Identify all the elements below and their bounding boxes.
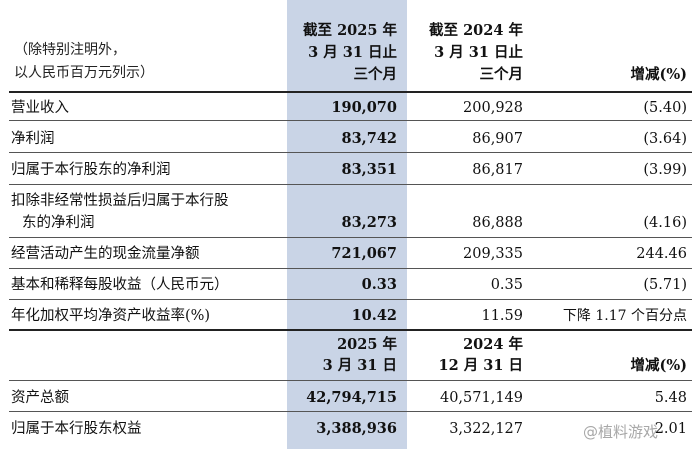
value-change: (3.99) (643, 162, 687, 178)
value-2024: 86,907 (472, 131, 523, 147)
watermark: @植料游戏 (583, 423, 659, 441)
value-change: 5.48 (654, 390, 687, 406)
row-divider (9, 299, 692, 300)
row-divider (9, 184, 692, 185)
header-rule (9, 91, 692, 93)
value-2024: 0.35 (490, 277, 523, 293)
row-label: 净利润 (11, 131, 55, 147)
value-2025: 721,067 (331, 245, 397, 262)
value-2025: 10.42 (351, 307, 397, 324)
value-2024: 200,928 (463, 100, 523, 116)
col-change-header-2: 增减(%) (630, 357, 688, 374)
col-2024-q1-header-line1: 截至 2024 年 (429, 22, 523, 39)
col-2024-q1-header-line2: 3 月 31 日止 (434, 44, 523, 61)
row-label: 营业收入 (11, 100, 69, 116)
value-2025: 83,351 (341, 161, 398, 178)
row-divider (9, 120, 692, 121)
value-2025: 0.33 (361, 276, 397, 293)
value-change: (5.40) (643, 100, 687, 116)
unit-note-line1: （除特别注明外， (14, 42, 126, 58)
row-label-continued: 东的净利润 (22, 215, 95, 231)
value-change: 下降 1.17 个百分点 (562, 308, 687, 324)
value-2024: 86,888 (472, 215, 523, 231)
row-label: 年化加权平均净资产收益率(%) (11, 308, 211, 324)
value-2024: 3,322,127 (449, 421, 523, 437)
value-change: (4.16) (643, 215, 687, 231)
value-2025: 83,742 (341, 130, 398, 147)
col-2025-mar31-header-line1: 2025 年 (337, 336, 397, 353)
row-label: 资产总额 (11, 390, 69, 406)
row-label: 归属于本行股东的净利润 (11, 162, 171, 178)
value-2025: 42,794,715 (306, 389, 397, 406)
col-2025-q1-header-line2: 3 月 31 日止 (308, 44, 397, 61)
header2-rule (9, 380, 692, 381)
value-2024: 11.59 (481, 308, 523, 324)
row-label: 经营活动产生的现金流量净额 (11, 246, 200, 262)
row-label: 基本和稀释每股收益（人民币元） (11, 277, 229, 293)
unit-note-line2: 以人民币百万元列示） (14, 65, 154, 81)
value-change: 2.01 (654, 421, 687, 437)
value-change: 244.46 (636, 246, 687, 262)
col-change-header: 增减(%) (630, 66, 688, 83)
section-rule (9, 329, 692, 331)
value-2024: 86,817 (472, 162, 523, 178)
col-2024-dec31-header-line1: 2024 年 (463, 336, 523, 353)
value-change: (3.64) (643, 131, 687, 147)
col-2025-q1-header-line3: 三个月 (353, 66, 398, 83)
row-label: 归属于本行股东权益 (11, 421, 142, 437)
value-2024: 209,335 (463, 246, 523, 262)
row-label: 扣除非经常性损益后归属于本行股 (11, 193, 229, 209)
col-2025-q1-header-line1: 截至 2025 年 (303, 22, 397, 39)
col-2024-q1-header-line3: 三个月 (479, 66, 524, 83)
row-divider (9, 237, 692, 238)
value-2025: 83,273 (341, 214, 398, 231)
value-2025: 3,388,936 (316, 420, 397, 437)
row-divider (9, 411, 692, 412)
value-2025: 190,070 (331, 99, 397, 116)
row-divider (9, 268, 692, 269)
current-period-column-highlight (287, 0, 407, 449)
col-2025-mar31-header-line2: 3 月 31 日 (322, 357, 397, 374)
row-divider (9, 152, 692, 153)
col-2024-dec31-header-line2: 12 月 31 日 (438, 357, 523, 374)
value-2024: 40,571,149 (439, 390, 523, 406)
value-change: (5.71) (643, 277, 687, 293)
